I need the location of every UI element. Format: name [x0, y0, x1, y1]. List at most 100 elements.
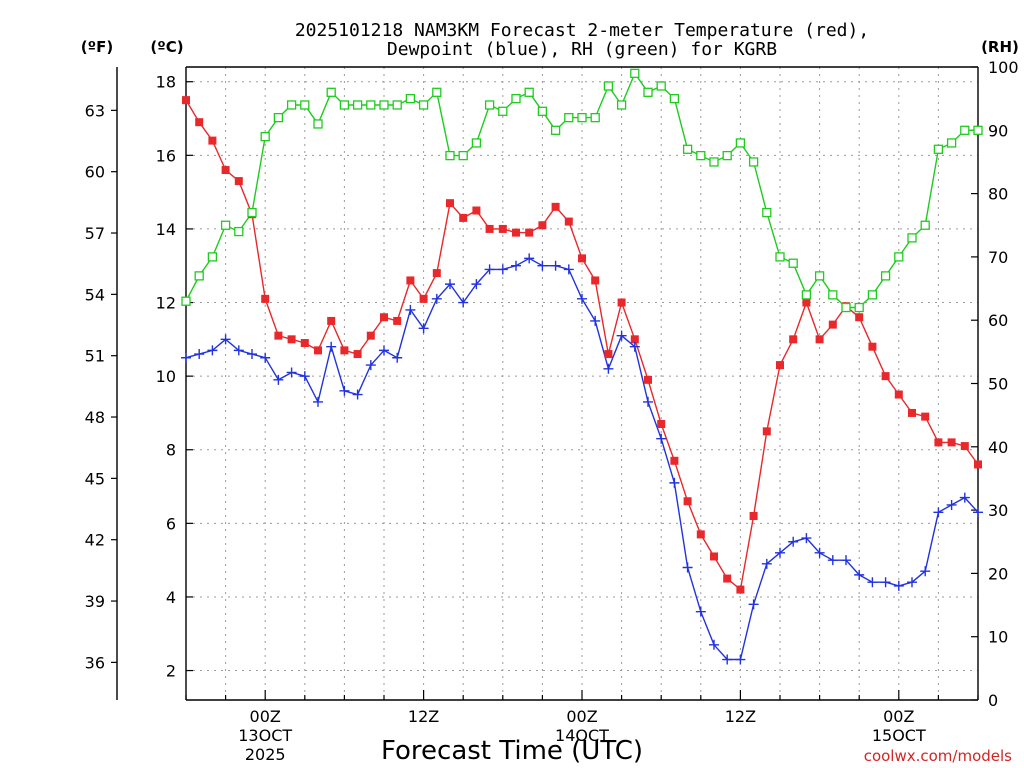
- dewpoint-point: [181, 352, 191, 363]
- dewpoint-point: [643, 396, 653, 407]
- dewpoint-point: [418, 323, 429, 334]
- rh-point: [696, 150, 706, 161]
- rh-point: [907, 233, 917, 243]
- rh-point: [234, 226, 244, 237]
- dewpoint-point: [629, 341, 640, 352]
- rh-point: [286, 100, 297, 110]
- rh-point: [207, 252, 218, 262]
- fahrenheit-tick-label: 63: [85, 101, 105, 120]
- fahrenheit-tick-label: 45: [85, 469, 105, 488]
- 2-meter-temperature-point: [551, 202, 560, 211]
- rh-point: [432, 87, 442, 97]
- rh-point: [564, 112, 574, 123]
- x-tick-label: 00Z: [883, 707, 914, 726]
- dewpoint-point: [220, 334, 231, 345]
- fahrenheit-tick-label: 39: [85, 592, 105, 611]
- fahrenheit-axis-label: (ºF): [81, 38, 113, 56]
- 2-meter-temperature-point: [894, 390, 903, 399]
- 2-meter-temperature-point: [749, 511, 758, 520]
- dewpoint-point: [577, 293, 587, 304]
- rh-point: [458, 150, 468, 161]
- dewpoint-point: [801, 533, 812, 544]
- 2-meter-temperature-point: [762, 427, 771, 436]
- x-tick-date-label: 15OCT: [872, 726, 926, 745]
- dewpoint-point: [379, 345, 389, 356]
- dewpoint-point: [854, 569, 865, 580]
- dewpoint-point: [233, 345, 244, 356]
- 2-meter-temperature-point: [314, 346, 322, 355]
- rh-point: [405, 94, 416, 104]
- rh-point: [181, 296, 191, 306]
- 2-meter-temperature-point: [974, 460, 982, 469]
- 2-meter-temperature-point: [802, 298, 811, 307]
- rh-point: [498, 106, 508, 116]
- dewpoint-point: [761, 558, 772, 569]
- celsius-tick-label: 4: [166, 588, 176, 607]
- 2-meter-temperature-point: [591, 276, 600, 285]
- dewpoint-point: [893, 580, 904, 591]
- dewpoint-point: [352, 389, 363, 400]
- rh-point: [630, 68, 640, 78]
- dewpoint-point: [920, 566, 931, 577]
- chart-title-line1: 2025101218 NAM3KM Forecast 2-meter Tempe…: [295, 20, 869, 41]
- 2-meter-temperature-point: [406, 276, 415, 285]
- fahrenheit-tick-label: 57: [85, 224, 105, 243]
- 2-meter-temperature-point: [644, 375, 652, 384]
- rh-tick-label: 50: [988, 375, 1008, 394]
- 2-meter-temperature-point: [538, 221, 547, 230]
- dewpoint-point: [299, 371, 310, 382]
- rh-tick-label: 10: [988, 628, 1008, 647]
- rh-tick-label: 20: [988, 564, 1008, 583]
- 2-meter-temperature-point: [710, 552, 718, 561]
- rh-point: [709, 157, 719, 167]
- dewpoint-point: [484, 264, 495, 275]
- x-tick-date-label: 13OCT: [238, 726, 292, 745]
- 2-meter-temperature-point: [657, 419, 666, 428]
- rh-point: [260, 131, 270, 142]
- dewpoint-point: [537, 260, 548, 271]
- rh-point: [300, 100, 310, 110]
- dewpoint-point: [973, 507, 983, 518]
- x-tick-label: 12Z: [408, 707, 439, 726]
- rh-point: [484, 100, 495, 110]
- rh-point: [669, 94, 680, 104]
- rh-point: [511, 94, 521, 104]
- rh-point: [960, 125, 970, 135]
- celsius-axis-label: (ºC): [150, 38, 183, 56]
- rh-point: [880, 271, 891, 281]
- rh-point: [524, 87, 534, 97]
- 2-meter-temperature-point: [195, 118, 204, 127]
- celsius-tick-label: 12: [156, 294, 176, 313]
- dewpoint-point: [867, 577, 878, 588]
- rh-point: [656, 81, 666, 91]
- dewpoint-point: [603, 363, 614, 374]
- rh-point: [471, 138, 482, 148]
- dewpoint-point: [550, 260, 561, 271]
- rh-point: [722, 150, 732, 161]
- 2-meter-temperature-point: [446, 199, 454, 208]
- rh-point: [748, 157, 759, 167]
- 2-meter-temperature-point: [617, 298, 626, 307]
- dewpoint-point: [590, 315, 601, 326]
- rh-point: [867, 290, 878, 300]
- dewpoint-point: [814, 547, 825, 558]
- dewpoint-point: [458, 297, 469, 308]
- dewpoint-point: [946, 499, 957, 510]
- rh-point: [418, 100, 429, 110]
- 2-meter-temperature-point: [855, 313, 864, 322]
- rh-tick-label: 90: [988, 121, 1008, 140]
- rh-point: [828, 290, 838, 300]
- 2-meter-temperature-point: [234, 177, 243, 186]
- dewpoint-point: [431, 293, 442, 304]
- rh-point: [801, 290, 812, 300]
- dewpoint-point: [656, 433, 667, 444]
- dewpoint-point: [497, 264, 508, 275]
- dewpoint-point: [247, 349, 257, 360]
- 2-meter-temperature-point: [525, 228, 534, 237]
- dewpoint-point: [471, 279, 482, 290]
- rh-point: [247, 207, 257, 218]
- dewpoint-point: [405, 304, 416, 315]
- axes: [111, 66, 979, 701]
- dewpoint-point: [788, 536, 799, 547]
